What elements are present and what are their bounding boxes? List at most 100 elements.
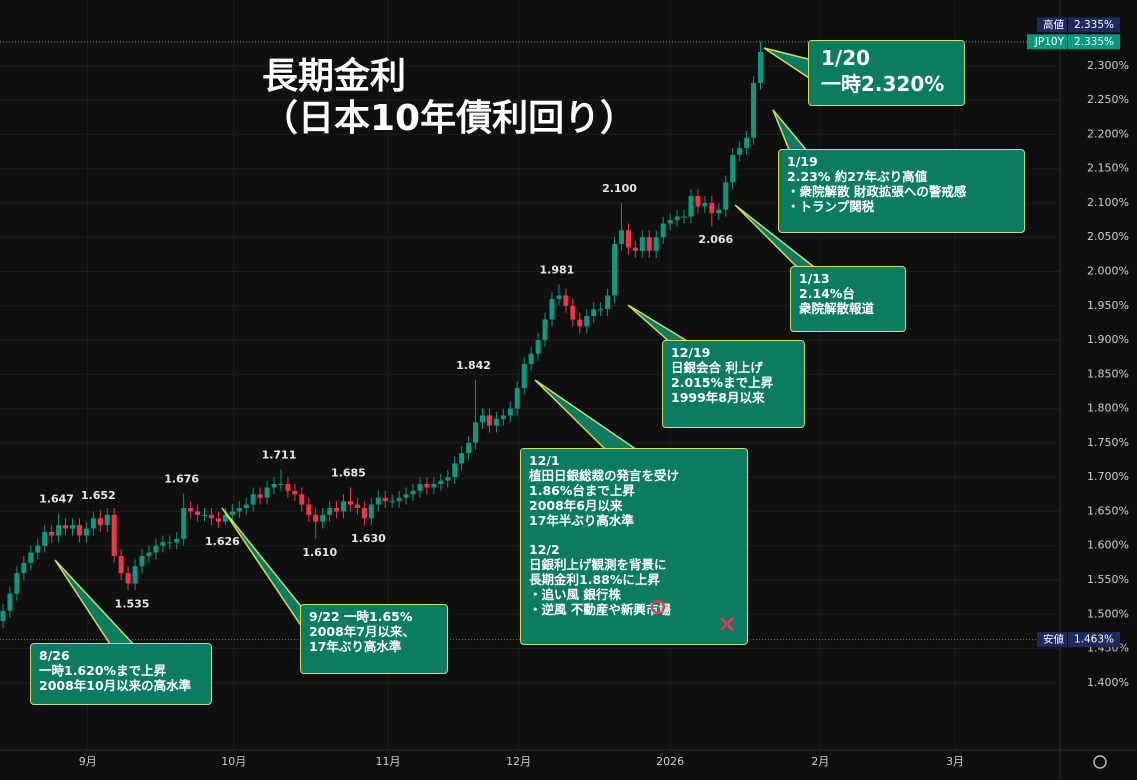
price-tag-value-box — [1068, 17, 1120, 33]
candle-body — [125, 573, 131, 584]
candle-body — [35, 545, 41, 553]
y-tick-label: 2.100% — [1087, 196, 1129, 209]
callout-line: ・衆院解散 財政拡張への警戒感 — [787, 184, 967, 199]
candle-body — [646, 237, 652, 251]
callout-line: 1.86%台まで上昇 — [529, 483, 635, 498]
candle-body — [21, 562, 27, 574]
candle-body — [195, 511, 201, 515]
candle-body — [625, 230, 631, 248]
x-tick-label: 2月 — [811, 755, 829, 768]
candle-body — [417, 484, 423, 491]
y-tick-label: 1.950% — [1087, 299, 1129, 312]
candle-body — [667, 220, 673, 224]
candle-body — [438, 480, 444, 485]
callout-line: 日銀利上げ観測を背景に — [529, 557, 667, 572]
high-label: 1.711 — [262, 449, 297, 462]
high-label: 1.685 — [331, 466, 366, 479]
high-label: 1.647 — [39, 492, 74, 505]
high-label: 1.842 — [456, 359, 491, 372]
candle-body — [83, 528, 89, 536]
candle-body — [542, 319, 548, 341]
callout-section: 1/19 2.23% 約27年ぶり高値 ・衆院解散 財政拡張への警戒感 ・トランプ関税 — [787, 154, 1016, 214]
price-tag-value-box — [1068, 34, 1120, 50]
callout-line: 2.14%台 — [799, 286, 855, 301]
candle-body — [153, 545, 159, 553]
callout-section: 12/1 植田日銀総裁の発言を受け 1.86%台まで上昇 2008年6月以来 17年半ぶ… — [529, 453, 739, 528]
high-label: 1.981 — [540, 264, 575, 277]
callout-line: 12/19 — [671, 345, 711, 360]
low-label: 1.610 — [302, 546, 337, 559]
candle-body — [306, 504, 312, 515]
candle-body — [709, 202, 715, 214]
price-tag: 高値 2.335% — [1037, 17, 1120, 33]
candle-body — [570, 305, 576, 320]
callout-line: ・追い風 銀行株 — [529, 587, 621, 602]
candle-body — [639, 237, 645, 251]
callout-line: 衆院解散報道 — [799, 301, 875, 316]
candle-body — [716, 209, 722, 214]
price-tag-name-box — [1037, 632, 1067, 648]
chart-title: 長期金利 — [262, 56, 407, 97]
candle-body — [431, 484, 437, 488]
candle-body — [292, 490, 298, 495]
candle-body — [382, 497, 388, 502]
price-tag-name: 安値 — [1043, 633, 1065, 646]
callout-section: 12/19 日銀会合 利上げ 2.015%まで上昇 1999年8月以来 — [671, 345, 796, 405]
candle-body — [236, 507, 242, 512]
x-tick-label: 2026 — [656, 755, 684, 768]
candle-body — [500, 415, 506, 419]
callout: 12/1 植田日銀総裁の発言を受け 1.86%台まで上昇 2008年6月以来 17年半ぶ… — [520, 448, 748, 645]
y-tick-label: 2.000% — [1087, 264, 1129, 277]
candle-body — [757, 52, 763, 83]
candle-body — [208, 514, 214, 519]
y-tick-label: 1.750% — [1087, 436, 1129, 449]
candle-body — [299, 494, 305, 505]
candle-body — [28, 552, 34, 563]
candle-body — [695, 196, 701, 207]
callout-line: 8/26 — [39, 648, 70, 663]
candle-body — [347, 501, 353, 505]
callout-line: 1/20 — [821, 46, 871, 70]
candle-body — [632, 247, 638, 251]
candle-body — [0, 610, 6, 622]
candle-body — [361, 507, 367, 519]
candle-body — [535, 340, 541, 354]
callout-line: 17年半ぶり高水準 — [529, 513, 634, 528]
candle-body — [605, 295, 611, 310]
candle-body — [132, 566, 138, 584]
candle-body — [327, 507, 333, 515]
y-tick-label: 1.500% — [1087, 607, 1129, 620]
candle-body — [514, 388, 520, 409]
candle-body — [167, 542, 173, 544]
callout-line: 2008年10月以来の高水準 — [39, 678, 192, 693]
candle-body — [202, 514, 208, 516]
candle-body — [76, 525, 82, 536]
candle-body — [723, 182, 729, 210]
y-tick-label: 2.300% — [1087, 59, 1129, 72]
low-label: 1.535 — [115, 597, 150, 610]
candle-body — [181, 507, 187, 539]
callout-line: 一時2.320% — [821, 72, 945, 96]
candle-body — [243, 504, 249, 508]
candle-body — [313, 514, 319, 522]
x-tick-label: 3月 — [946, 755, 964, 768]
candle-body — [591, 309, 597, 317]
y-tick-label: 2.250% — [1087, 93, 1129, 106]
candle-body — [549, 298, 555, 320]
high-label: 1.652 — [81, 489, 116, 502]
callout: 1/13 2.14%台 衆院解散報道 — [790, 266, 906, 332]
candle-body — [618, 230, 624, 245]
callout-line: 2.015%まで上昇 — [671, 375, 774, 390]
candle-body — [751, 82, 757, 138]
candle-body — [250, 494, 256, 505]
candle-body — [63, 525, 69, 529]
candle-body — [424, 484, 430, 488]
y-tick-label: 1.550% — [1087, 573, 1129, 586]
price-tag-name: 高値 — [1043, 18, 1065, 31]
callout-line: 12/2 — [529, 542, 560, 557]
y-tick-label: 2.150% — [1087, 162, 1129, 175]
callout-line: 12/1 — [529, 453, 560, 468]
candle-body — [528, 353, 534, 365]
candle-body — [97, 518, 103, 526]
callout-line: 日銀会合 利上げ — [671, 360, 763, 375]
